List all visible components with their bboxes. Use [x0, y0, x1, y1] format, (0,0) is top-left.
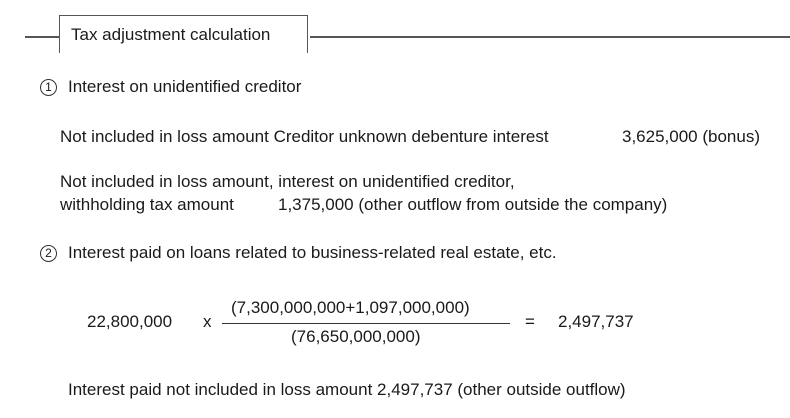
- marker-number-1: 1: [45, 80, 52, 94]
- withholding-tax-value: 1,375,000 (other outflow from outside th…: [278, 195, 668, 214]
- formula-equals-sign: =: [525, 312, 535, 331]
- formula-multiplicand: 22,800,000: [87, 312, 173, 331]
- debenture-interest-label: Not included in loss amount Creditor unk…: [60, 127, 549, 146]
- withholding-tax-line1: Not included in loss amount, interest on…: [60, 172, 515, 191]
- formula-result: 2,497,737: [558, 312, 634, 331]
- header-rule-right: [310, 36, 790, 38]
- circled-number-2-marker: 2: [40, 245, 57, 262]
- marker-number-2: 2: [45, 246, 52, 260]
- debenture-interest-value: 3,625,000 (bonus): [622, 127, 760, 146]
- withholding-tax-label: withholding tax amount: [60, 195, 234, 214]
- section-title: Tax adjustment calculation: [71, 25, 271, 44]
- header-rule-left: [25, 36, 59, 38]
- section-title-box: Tax adjustment calculation: [59, 15, 308, 53]
- formula-times-sign: x: [203, 312, 212, 331]
- formula-numerator: (7,300,000,000+1,097,000,000): [231, 298, 470, 317]
- fraction-bar: [222, 323, 510, 324]
- section1-heading: Interest on unidentified creditor: [68, 77, 302, 96]
- circled-number-1-marker: 1: [40, 79, 57, 96]
- section2-heading: Interest paid on loans related to busine…: [68, 243, 557, 262]
- interest-conclusion: Interest paid not included in loss amoun…: [68, 380, 626, 399]
- formula-denominator: (76,650,000,000): [291, 327, 421, 346]
